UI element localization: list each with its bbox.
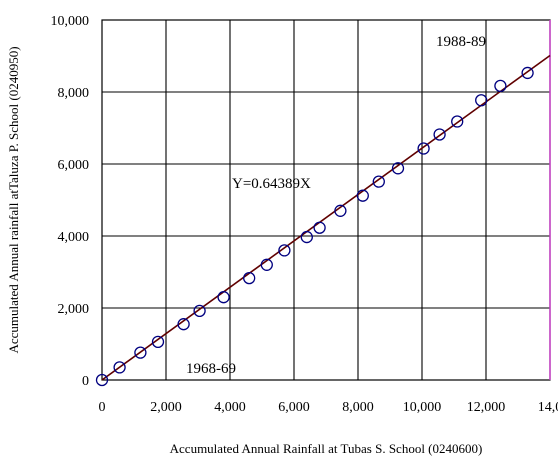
- y-tick-label: 8,000: [58, 86, 90, 101]
- data-point: [334, 204, 347, 217]
- data-point: [177, 318, 190, 331]
- data-point: [243, 271, 256, 285]
- plot-area-frame: [101, 19, 551, 381]
- x-tick-label: 10,000: [403, 400, 442, 415]
- y-tick-label: 2,000: [58, 302, 90, 317]
- data-point: [521, 66, 534, 80]
- data-point: [391, 162, 405, 175]
- y-axis-ticks: 0 2,000 4,000 6,000 8,000 10,000: [51, 14, 90, 389]
- y-tick-label: 6,000: [58, 158, 90, 173]
- data-point: [494, 79, 507, 93]
- end-year-annotation: 1988-89: [436, 34, 486, 50]
- fit-line: [101, 54, 551, 381]
- data-point: [300, 230, 313, 244]
- x-tick-label: 8,000: [342, 400, 374, 415]
- y-tick-label: 4,000: [58, 230, 90, 245]
- data-point: [313, 221, 326, 234]
- data-point: [151, 335, 165, 348]
- y-tick-label: 10,000: [51, 14, 90, 29]
- data-point: [475, 94, 488, 107]
- x-tick-label: 4,000: [214, 400, 246, 415]
- data-points: [95, 66, 534, 387]
- data-point: [372, 175, 385, 188]
- x-tick-label: 2,000: [150, 400, 182, 415]
- y-tick-label: 0: [82, 374, 89, 389]
- x-tick-label: 14,0: [538, 400, 558, 415]
- data-point: [433, 128, 446, 141]
- x-tick-label: 0: [99, 400, 106, 415]
- data-point: [113, 361, 126, 374]
- data-point: [278, 244, 291, 257]
- x-axis-ticks: 0 2,000 4,000 6,000 8,000 10,000 12,000 14,0: [99, 400, 558, 415]
- data-point: [134, 346, 147, 359]
- x-tick-label: 6,000: [278, 400, 310, 415]
- x-tick-label: 12,000: [467, 400, 506, 415]
- start-year-annotation: 1968-69: [186, 361, 236, 377]
- grid-lines: [102, 20, 550, 380]
- data-point: [451, 115, 464, 128]
- y-axis-title: Accumulated Annual rainfall atTaluza P. …: [6, 46, 21, 353]
- data-point: [356, 189, 369, 202]
- x-axis-title: Accumulated Annual Rainfall at Tubas S. …: [170, 441, 483, 456]
- data-point: [193, 304, 206, 318]
- data-point: [217, 291, 230, 304]
- equation-annotation: Y=0.64389X: [232, 176, 311, 192]
- data-point: [95, 373, 109, 387]
- data-point: [417, 142, 430, 155]
- data-point: [260, 258, 273, 271]
